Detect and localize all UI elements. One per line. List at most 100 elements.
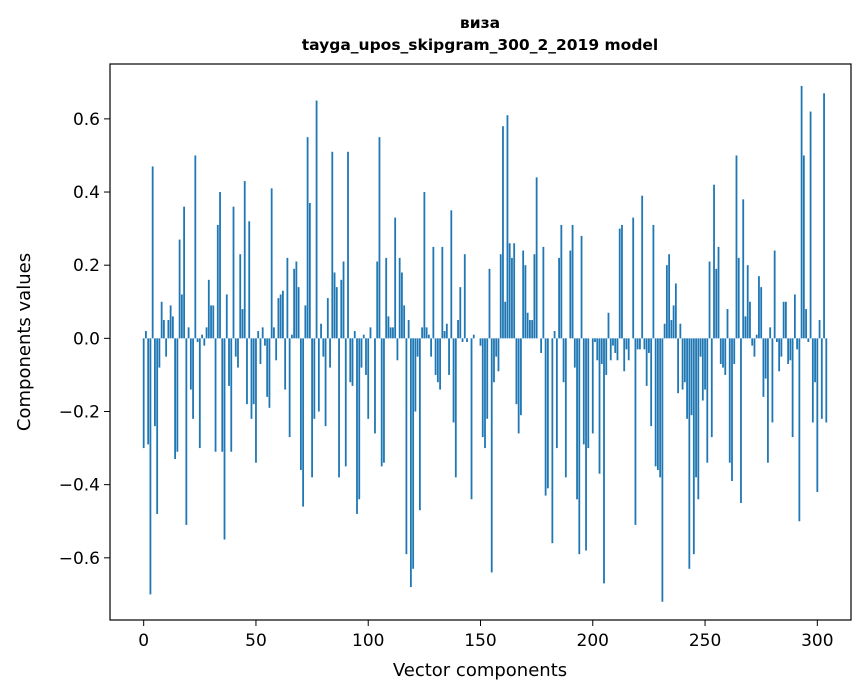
- bar: [497, 338, 500, 372]
- bar: [522, 250, 525, 339]
- bar: [156, 338, 159, 514]
- bar: [533, 254, 536, 339]
- bar: [594, 338, 596, 342]
- bar: [470, 338, 473, 500]
- bar: [252, 338, 255, 405]
- bar: [149, 338, 152, 595]
- bar: [454, 338, 457, 478]
- bar: [416, 338, 419, 357]
- bar: [461, 338, 464, 342]
- bar: [755, 334, 758, 339]
- bar: [544, 338, 547, 496]
- bar: [436, 338, 439, 383]
- bar: [535, 177, 538, 339]
- bar: [241, 309, 244, 339]
- bar: [151, 166, 154, 339]
- bar: [661, 338, 664, 602]
- bar: [154, 338, 156, 427]
- bar: [479, 338, 482, 346]
- bar: [742, 199, 745, 339]
- bar: [329, 338, 331, 368]
- bar: [441, 246, 444, 339]
- bar: [674, 283, 677, 339]
- bar: [690, 338, 693, 416]
- bar: [681, 338, 684, 390]
- bar: [679, 323, 682, 339]
- bar: [430, 338, 432, 357]
- bar: [270, 188, 273, 339]
- bar: [342, 261, 345, 339]
- plot-frame: [109, 63, 852, 621]
- bar: [771, 338, 774, 423]
- bar: [529, 320, 531, 339]
- bar: [230, 338, 233, 452]
- bar: [665, 265, 668, 339]
- bar: [335, 287, 338, 339]
- bar: [403, 305, 406, 339]
- bar: [618, 228, 621, 339]
- bar: [800, 85, 803, 339]
- bar: [407, 320, 410, 339]
- bar: [396, 338, 399, 361]
- bar: [605, 338, 608, 375]
- bar: [331, 151, 334, 339]
- bar: [582, 338, 585, 445]
- bar: [380, 338, 383, 467]
- x-axis-label: Vector components: [393, 660, 567, 681]
- bar: [486, 338, 489, 419]
- bar: [825, 338, 828, 423]
- bar: [697, 338, 700, 500]
- bar: [432, 246, 435, 339]
- bar: [672, 305, 675, 339]
- bar: [591, 338, 594, 434]
- bar: [194, 155, 197, 339]
- bar: [782, 301, 785, 339]
- bar: [367, 338, 370, 419]
- bar: [546, 338, 549, 489]
- bar: [389, 327, 392, 339]
- bar: [466, 338, 468, 342]
- bar: [807, 338, 810, 342]
- bar: [715, 268, 718, 339]
- bar: [326, 298, 329, 339]
- bar: [816, 338, 819, 492]
- bar: [571, 224, 574, 339]
- bar: [502, 126, 504, 339]
- bar: [683, 338, 686, 383]
- bar: [636, 338, 639, 350]
- bar: [504, 301, 507, 339]
- bar: [457, 320, 459, 339]
- bar: [162, 320, 165, 339]
- y-tick-label: 0.4: [73, 183, 100, 203]
- bar: [722, 338, 724, 368]
- bar: [443, 331, 446, 339]
- x-tick-label: 250: [689, 631, 721, 651]
- bar: [614, 338, 617, 353]
- bar: [553, 331, 556, 339]
- bar: [185, 338, 188, 525]
- bar: [578, 338, 581, 555]
- bar: [266, 338, 269, 397]
- bar: [641, 195, 644, 339]
- bar: [796, 338, 799, 350]
- y-tick-label: −0.2: [59, 403, 100, 423]
- bar: [798, 338, 801, 522]
- bar: [320, 323, 322, 339]
- bar: [358, 338, 361, 500]
- bar: [171, 316, 174, 339]
- bar: [189, 338, 192, 390]
- bar: [239, 254, 242, 339]
- bar: [448, 338, 450, 375]
- bar: [418, 338, 421, 511]
- bar: [198, 338, 201, 449]
- bar: [401, 272, 403, 339]
- bar: [652, 224, 655, 339]
- bar: [472, 334, 475, 339]
- bar: [286, 257, 289, 339]
- bar: [499, 254, 502, 339]
- bar: [699, 338, 702, 357]
- bar: [511, 257, 513, 339]
- bar: [760, 287, 763, 339]
- bar: [344, 338, 347, 467]
